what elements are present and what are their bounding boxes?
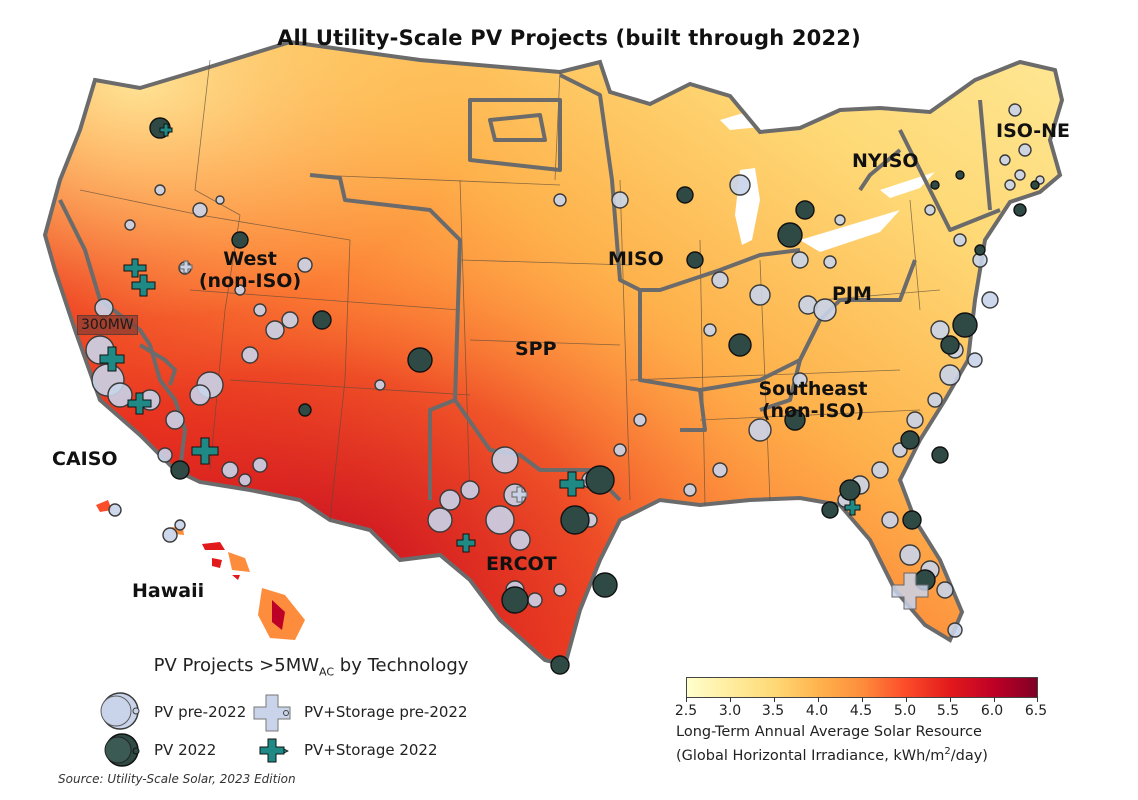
region-label-line: (non-ISO) <box>198 270 302 292</box>
pv-storage-2022-markers <box>99 123 861 553</box>
region-label-caiso: CAISO <box>52 448 118 470</box>
colorbar-title-text: (Global Horizontal Irradiance, kWh/m <box>676 747 945 764</box>
colorbar-tick-label: 5.5 <box>936 703 960 719</box>
colorbar-ticks <box>686 697 1038 703</box>
region-label-spp: SPP <box>515 338 557 360</box>
circle-light-icon <box>100 692 140 730</box>
legend-title-tail: by Technology <box>334 655 469 676</box>
region-label-pjm: PJM <box>832 283 872 305</box>
colorbar-tick-label: 4.5 <box>849 703 873 719</box>
cross-teal-icon <box>259 738 289 763</box>
region-label-isone: ISO-NE <box>996 120 1071 142</box>
pv-storage-pre2022-markers <box>179 260 929 610</box>
legend-label: PV 2022 <box>154 741 217 759</box>
colorbar-title-line2: (Global Horizontal Irradiance, kWh/m2/da… <box>676 742 1046 766</box>
colorbar-title: Long-Term Annual Average Solar Resource … <box>676 722 1046 766</box>
technology-legend: PV Projects >5MWAC by Technology PV pre-… <box>96 655 526 767</box>
region-label-nyiso: NYISO <box>852 150 919 172</box>
colorbar-tick-label: 4.0 <box>805 703 829 719</box>
colorbar-tick-label: 6.5 <box>1024 703 1048 719</box>
legend-label: PV+Storage pre-2022 <box>304 703 468 721</box>
legend-label: PV+Storage 2022 <box>304 741 438 759</box>
region-label-miso: MISO <box>608 248 664 270</box>
legend-item-pv-pre2022: PV pre-2022 <box>96 691 246 733</box>
region-label-line: Southeast <box>758 378 868 400</box>
region-label-line: (non-ISO) <box>761 400 865 422</box>
colorbar-title-text: /day) <box>950 747 988 764</box>
iso-boundaries <box>58 73 1001 502</box>
colorbar <box>686 677 1038 698</box>
legend-item-pv-storage-2022: PV+Storage 2022 <box>246 729 438 771</box>
region-label-west: West (non-ISO) <box>190 248 310 292</box>
size-reference-label: 300MW <box>77 315 138 335</box>
map-title: All Utility-Scale PV Projects (built thr… <box>277 26 861 50</box>
hawaii-islands <box>96 500 305 640</box>
region-label-southeast: Southeast (non-ISO) <box>748 378 878 422</box>
legend-item-pv-2022: PV 2022 <box>96 729 216 771</box>
circle-dark-icon <box>104 733 140 767</box>
colorbar-tick-label: 3.0 <box>718 703 742 719</box>
colorbar-title-line1: Long-Term Annual Average Solar Resource <box>676 724 982 740</box>
colorbar-tick-label: 3.5 <box>761 703 785 719</box>
colorbar-tick-labels: 2.5 3.0 3.5 4.0 4.5 5.0 5.5 6.0 6.5 <box>670 703 1060 723</box>
cross-light-icon <box>253 694 291 732</box>
region-label-line: West <box>223 248 277 270</box>
legend-label: PV pre-2022 <box>154 703 247 721</box>
colorbar-tick-label: 2.5 <box>674 703 698 719</box>
state-boundaries <box>79 59 941 521</box>
region-label-hawaii: Hawaii <box>132 580 205 602</box>
colorbar-title-sup: 2 <box>944 746 951 757</box>
colorbar-tick-label: 6.0 <box>980 703 1004 719</box>
legend-title: PV Projects >5MWAC by Technology <box>96 655 526 679</box>
pv-2022-markers <box>149 117 1040 675</box>
legend-title-main: PV Projects >5MW <box>153 655 320 676</box>
legend-item-pv-storage-pre2022: PV+Storage pre-2022 <box>246 691 468 733</box>
region-label-ercot: ERCOT <box>486 553 557 575</box>
colorbar-tick-label: 5.0 <box>893 703 917 719</box>
legend-title-sub: AC <box>319 665 335 679</box>
source-note: Source: Utility-Scale Solar, 2023 Editio… <box>58 772 296 786</box>
